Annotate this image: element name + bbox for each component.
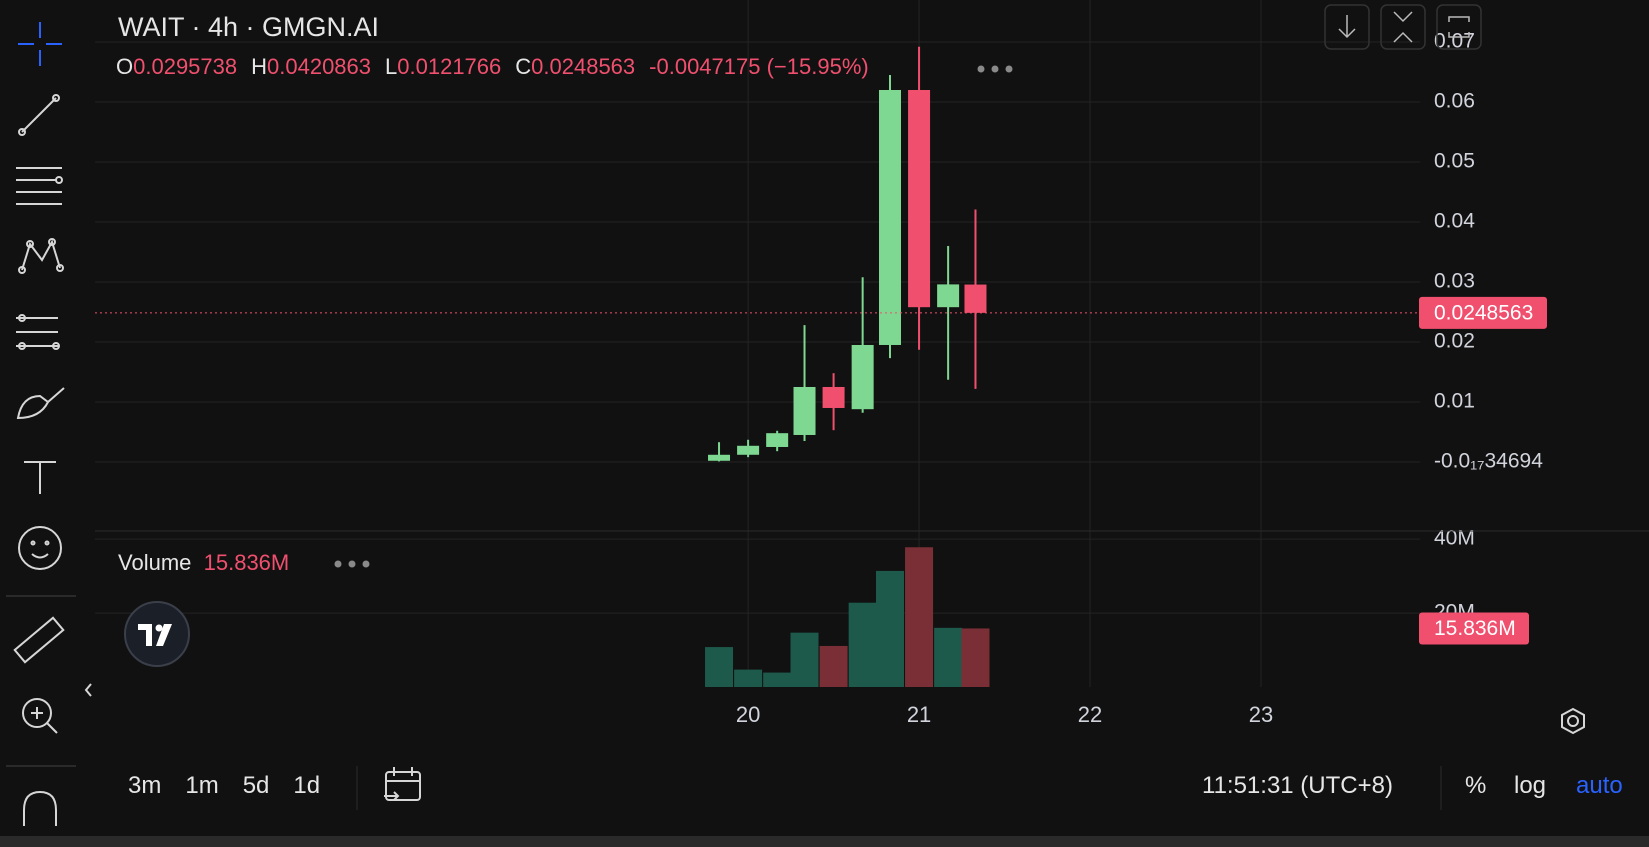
percent-button[interactable]: % xyxy=(1465,772,1487,799)
pattern-tool[interactable] xyxy=(18,238,64,274)
volume-bar xyxy=(763,672,792,687)
volume-badge-label: 15.836M xyxy=(1434,617,1516,640)
price-badge xyxy=(1419,296,1547,329)
bottom-border xyxy=(0,836,1649,847)
settings-button[interactable] xyxy=(1561,707,1585,735)
volume-value: 15.836M xyxy=(203,550,290,575)
toolbar xyxy=(6,22,92,826)
low-key: L xyxy=(385,54,398,79)
change-value: -0.0047175 (−15.95%) xyxy=(649,54,869,79)
candle-body xyxy=(737,445,760,455)
volume-bar xyxy=(961,628,990,687)
x-tick-label: 20 xyxy=(736,702,760,727)
volume-bar xyxy=(734,669,763,687)
emoji-tool[interactable] xyxy=(18,526,62,570)
tv-logo[interactable] xyxy=(124,601,190,667)
clock: 11:51:31 (UTC+8) xyxy=(1202,772,1393,799)
volume-bar xyxy=(790,632,819,687)
candle-body xyxy=(879,89,901,345)
top-buttons xyxy=(1324,4,1482,50)
scroll-button[interactable] xyxy=(1324,4,1370,50)
volume-tick-label: 40M xyxy=(1434,527,1475,550)
zoom-tool[interactable] xyxy=(22,698,58,734)
candle-body xyxy=(822,386,845,408)
collapse-icon xyxy=(1393,11,1413,43)
symbol-title: WAIT · 4h · GMGN.AI xyxy=(118,12,380,42)
open-value: 0.0295738 xyxy=(133,54,238,79)
y-tick-label: -0.0₁₇34694 xyxy=(1434,450,1543,473)
range-button[interactable]: 3m xyxy=(128,772,162,799)
auto-button[interactable]: auto xyxy=(1576,772,1623,799)
candle-body xyxy=(793,386,816,435)
candle-body xyxy=(964,284,987,313)
volume-bar xyxy=(876,570,904,687)
y-tick-label: 0.02 xyxy=(1434,330,1475,353)
fullscreen-button[interactable] xyxy=(1436,4,1482,50)
forecast-tool[interactable] xyxy=(16,314,60,350)
y-tick-label: 0.06 xyxy=(1434,90,1475,113)
close-key: C xyxy=(515,54,532,79)
volume-more-dots[interactable] xyxy=(334,560,370,568)
volume-badge xyxy=(1419,612,1529,645)
plot: 20 21 22 23 -0.0₁₇34694 0.01 0.02 0.03 0.04 0.05 0… xyxy=(95,0,1547,727)
y-tick-label: 0.07 xyxy=(1434,30,1475,53)
x-tick-label: 22 xyxy=(1078,702,1102,727)
x-tick-label: 21 xyxy=(907,702,931,727)
log-button[interactable]: log xyxy=(1514,772,1547,799)
more-dots[interactable] xyxy=(977,65,1013,73)
y-tick-label: 0.05 xyxy=(1434,150,1475,173)
high-key: H xyxy=(251,54,268,79)
high-value: 0.0420863 xyxy=(267,54,372,79)
low-value: 0.0121766 xyxy=(397,54,502,79)
ruler-tool[interactable] xyxy=(13,616,65,664)
brush-tool[interactable] xyxy=(16,387,65,420)
collapse-toolbar[interactable] xyxy=(84,683,92,697)
volume-bar xyxy=(819,645,848,687)
magnet-tool[interactable] xyxy=(23,790,57,826)
candle-body xyxy=(908,89,931,308)
volume-bar xyxy=(934,627,963,687)
crosshair-tool[interactable] xyxy=(18,22,62,66)
y-tick-label: 0.03 xyxy=(1434,270,1475,293)
collapse-button[interactable] xyxy=(1380,4,1426,50)
candle-body xyxy=(851,344,874,410)
x-tick-label: 23 xyxy=(1249,702,1273,727)
volume-legend: Volume 15.836M xyxy=(118,550,289,576)
range-buttons: 3m 1m 5d 1d xyxy=(128,772,320,800)
range-button[interactable]: 5d xyxy=(242,772,270,799)
y-tick-label: 0.04 xyxy=(1434,210,1475,233)
volume-bar xyxy=(848,602,877,687)
open-key: O xyxy=(116,54,134,79)
close-value: 0.0248563 xyxy=(531,54,636,79)
fib-tool[interactable] xyxy=(16,167,63,205)
candle-body xyxy=(766,433,789,447)
candle-body xyxy=(708,454,731,461)
y-tick-label: 0.01 xyxy=(1434,390,1475,413)
fullscreen-icon xyxy=(1448,16,1470,38)
price-badge-label: 0.0248563 xyxy=(1434,301,1533,324)
candle-body xyxy=(937,284,960,308)
range-button[interactable]: 1m xyxy=(185,772,219,799)
date-range-button[interactable] xyxy=(384,767,421,801)
volume-bar xyxy=(705,647,734,687)
scroll-icon xyxy=(1338,15,1356,39)
volume-title: Volume xyxy=(118,550,192,575)
volume-bar xyxy=(905,547,934,687)
ohlc-legend: O 0.0295738 H 0.0420863 L 0.0121766 C 0.0248… xyxy=(116,54,883,80)
range-button[interactable]: 1d xyxy=(293,772,321,799)
text-tool[interactable] xyxy=(24,461,56,494)
trendline-tool[interactable] xyxy=(18,94,60,136)
